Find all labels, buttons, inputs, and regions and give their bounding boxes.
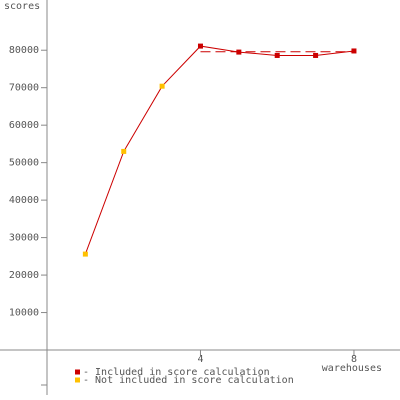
x-axis-label: warehouses: [322, 363, 382, 374]
data-line: [84, 45, 355, 255]
y-tick-label: 50000: [9, 158, 39, 169]
data-point: [313, 52, 319, 58]
data-point: [121, 148, 127, 154]
x-tick-label: 4: [197, 354, 203, 365]
data-point: [274, 52, 280, 58]
data-point: [197, 43, 203, 49]
y-tick-label: 30000: [9, 233, 39, 244]
y-tick-label: 40000: [9, 195, 39, 206]
y-tick-label: 20000: [9, 270, 39, 281]
data-point: [351, 48, 357, 54]
data-point: [159, 83, 165, 89]
y-tick-label: 80000: [9, 45, 39, 56]
legend-swatch: [75, 369, 80, 375]
x-tick-label: 8: [351, 354, 357, 365]
legend-label: - Included in score calculation: [83, 367, 270, 378]
data-point: [236, 49, 242, 55]
legend-swatch: [75, 377, 80, 383]
data-point: [82, 251, 88, 257]
y-tick-label: 70000: [9, 83, 39, 94]
y-tick-label: 60000: [9, 120, 39, 131]
y-tick-label: 10000: [9, 308, 39, 319]
legend-label: - Not included in score calculation: [83, 375, 294, 386]
y-axis-label: scores: [4, 1, 40, 12]
